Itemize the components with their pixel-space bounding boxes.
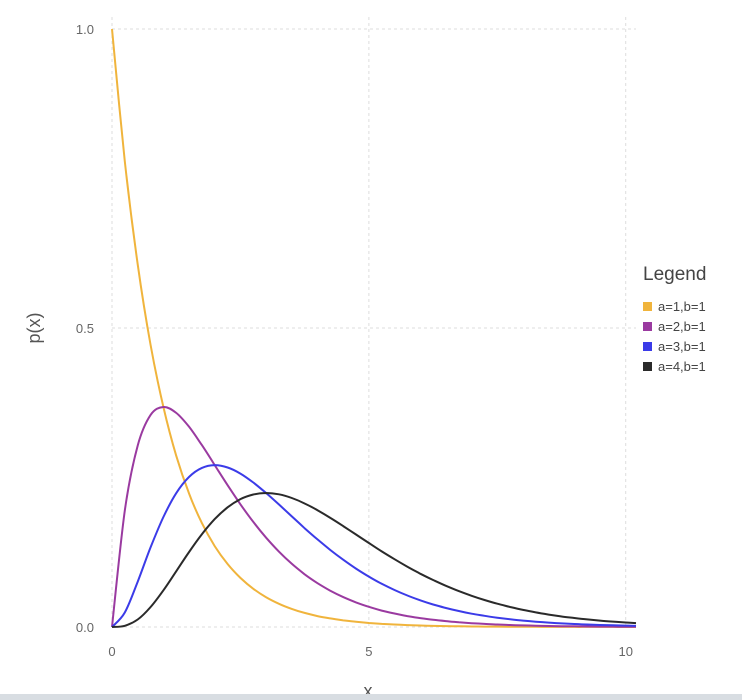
legend-label-4: a=4,b=1 xyxy=(658,359,706,374)
legend-label-1: a=1,b=1 xyxy=(658,299,706,314)
legend-label-2: a=2,b=1 xyxy=(658,319,706,334)
y-tick-label: 0.5 xyxy=(76,321,94,336)
legend-swatch-1 xyxy=(643,302,652,311)
legend-swatch-2 xyxy=(643,322,652,331)
series-line-4 xyxy=(111,491,637,628)
tick-labels: 0 5 10 0.0 0.5 1.0 xyxy=(76,22,633,659)
x-tick-label: 5 xyxy=(365,644,372,659)
legend-swatch-3 xyxy=(643,342,652,351)
series-line-3 xyxy=(111,464,637,628)
legend: Legend a=1,b=1 a=2,b=1 a=3,b=1 a=4,b=1 xyxy=(643,264,706,374)
bottom-bar xyxy=(0,694,742,700)
legend-title: Legend xyxy=(643,264,706,285)
series-curves xyxy=(111,28,637,628)
series-line-2 xyxy=(111,405,637,628)
grid xyxy=(111,17,636,628)
legend-items: a=1,b=1 a=2,b=1 a=3,b=1 a=4,b=1 xyxy=(643,299,706,374)
y-tick-label: 0.0 xyxy=(76,620,94,635)
legend-swatch-4 xyxy=(643,362,652,371)
legend-label-3: a=3,b=1 xyxy=(658,339,706,354)
x-tick-label: 0 xyxy=(108,644,115,659)
x-axis-title: x xyxy=(364,681,373,700)
y-axis-title: p(x) xyxy=(24,313,44,344)
x-tick-label: 10 xyxy=(618,644,632,659)
y-tick-label: 1.0 xyxy=(76,22,94,37)
